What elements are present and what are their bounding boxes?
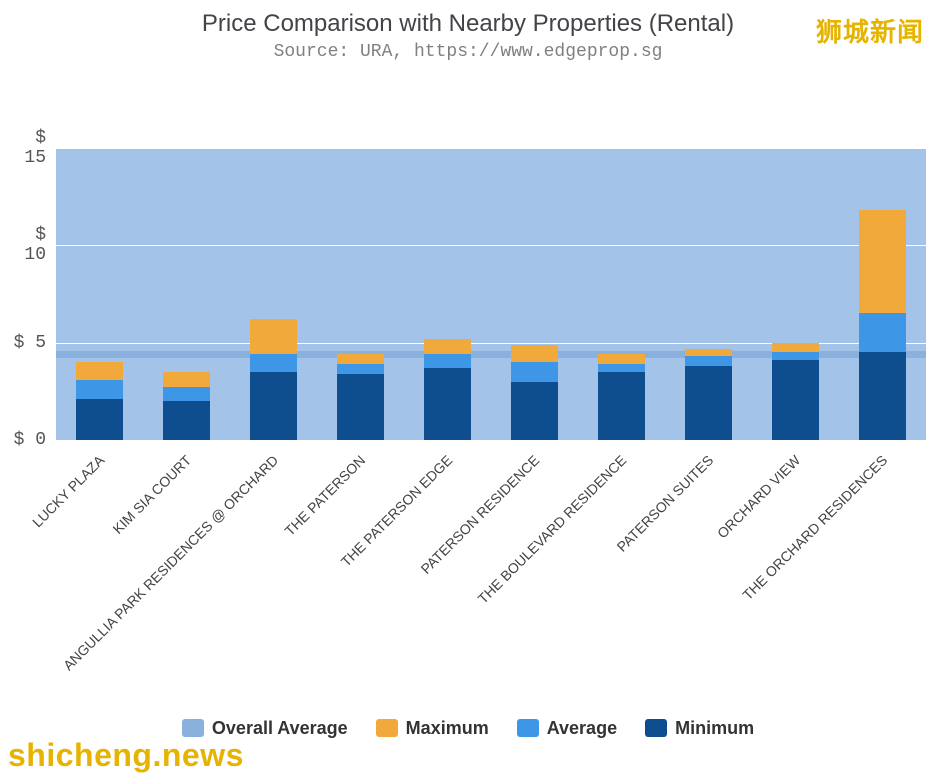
bar-seg-maximum (772, 343, 820, 353)
bar-group (163, 148, 211, 440)
bar-seg-average (337, 364, 385, 374)
x-tick-label: KIM SIA COURT (109, 452, 194, 537)
x-tick-label: ORCHARD VIEW (713, 452, 802, 541)
bar-seg-average (772, 352, 820, 360)
legend-swatch (645, 719, 667, 737)
y-tick-label: $ 0 (6, 430, 46, 450)
bar-group (859, 148, 907, 440)
legend-swatch (182, 719, 204, 737)
y-tick-label: $ 10 (6, 225, 46, 265)
bar-group (337, 148, 385, 440)
bar-group (685, 148, 733, 440)
bar-seg-minimum (250, 372, 298, 440)
bar-seg-maximum (163, 372, 211, 388)
legend-item: Average (517, 718, 617, 739)
x-tick-label: PATERSON SUITES (613, 452, 716, 555)
bar-group (250, 148, 298, 440)
legend-label: Maximum (406, 718, 489, 739)
legend-label: Overall Average (212, 718, 348, 739)
bar-group (76, 148, 124, 440)
watermark-top: 狮城新闻 (816, 12, 924, 49)
bar-seg-average (511, 362, 559, 381)
legend-label: Minimum (675, 718, 754, 739)
bar-seg-minimum (772, 360, 820, 440)
y-tick-label: $ 5 (6, 333, 46, 353)
bar-seg-maximum (337, 354, 385, 364)
x-tick-label: THE BOULEVARD RESIDENCE (474, 452, 629, 607)
bar-group (424, 148, 472, 440)
bar-seg-average (250, 354, 298, 372)
x-tick-label: THE ORCHARD RESIDENCES (739, 452, 890, 603)
bar-seg-average (598, 364, 646, 372)
bar-seg-maximum (685, 349, 733, 357)
legend-item: Minimum (645, 718, 754, 739)
chart-title: Price Comparison with Nearby Properties … (0, 10, 936, 38)
bar-seg-minimum (424, 368, 472, 440)
legend-label: Average (547, 718, 617, 739)
chart-subtitle: Source: URA, https://www.edgeprop.sg (0, 42, 936, 62)
legend-swatch (517, 719, 539, 737)
y-gridline (56, 440, 926, 441)
bar-seg-minimum (511, 382, 559, 440)
legend-swatch (376, 719, 398, 737)
x-tick-label: THE PATERSON (281, 452, 368, 539)
bar-seg-maximum (511, 345, 559, 363)
bar-group (598, 148, 646, 440)
bar-seg-maximum (424, 339, 472, 355)
bar-seg-maximum (250, 319, 298, 354)
bar-seg-average (163, 387, 211, 401)
legend-item: Overall Average (182, 718, 348, 739)
bar-seg-average (685, 356, 733, 366)
bar-seg-maximum (76, 362, 124, 380)
bar-seg-average (424, 354, 472, 368)
bar-seg-minimum (337, 374, 385, 440)
legend-item: Maximum (376, 718, 489, 739)
bar-group (511, 148, 559, 440)
x-tick-label: LUCKY PLAZA (29, 452, 107, 530)
chart-root: Price Comparison with Nearby Properties … (0, 0, 936, 780)
bar-seg-minimum (685, 366, 733, 440)
bar-seg-average (76, 380, 124, 399)
bar-seg-minimum (598, 372, 646, 440)
y-tick-label: $ 15 (6, 128, 46, 168)
bar-seg-minimum (76, 399, 124, 440)
bar-group (772, 148, 820, 440)
bar-seg-minimum (859, 352, 907, 440)
bar-seg-average (859, 313, 907, 352)
plot-area (56, 148, 926, 440)
bar-seg-maximum (859, 210, 907, 313)
bar-seg-maximum (598, 354, 646, 364)
watermark-bottom: shicheng.news (8, 737, 244, 774)
bar-seg-minimum (163, 401, 211, 440)
